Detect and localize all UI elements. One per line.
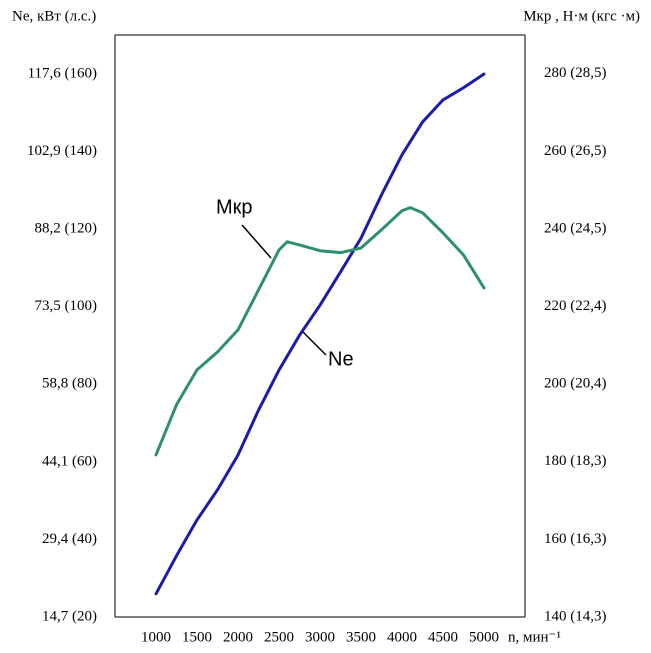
- y-tick-label: 44,1 (60): [42, 453, 97, 469]
- y-tick-label: 102,9 (140): [27, 143, 97, 159]
- y2-tick-label: 260 (26,5): [544, 143, 607, 159]
- x-tick-label: 1500: [182, 629, 212, 645]
- annotation: Ne: [328, 348, 354, 370]
- y-tick-label: 29,4 (40): [42, 531, 97, 547]
- x-tick-label: 5000: [469, 629, 499, 645]
- x-tick-label: 1000: [141, 629, 171, 645]
- y2-tick-label: 180 (18,3): [544, 453, 607, 469]
- x-tick-label: 2000: [223, 629, 253, 645]
- y2-tick-label: 240 (24,5): [544, 220, 607, 236]
- x-tick-label: 3500: [346, 629, 376, 645]
- x-tick-label: 4500: [428, 629, 458, 645]
- x-axis-title: n, мин⁻¹: [508, 629, 561, 645]
- annotation: Мкр: [216, 196, 253, 218]
- y2-tick-label: 200 (20,4): [544, 376, 607, 392]
- y-tick-label: 117,6 (160): [28, 65, 97, 81]
- annotation-leader: [241, 224, 272, 259]
- x-tick-label: 2500: [264, 629, 294, 645]
- line-series: [154, 72, 486, 596]
- y-tick-label: 14,7 (20): [42, 608, 97, 624]
- y-axis-title: Ne, кВт (л.с.): [12, 8, 96, 24]
- x-tick-label: 4000: [387, 629, 417, 645]
- y2-tick-label: 220 (22,4): [544, 298, 607, 314]
- line-series: [154, 206, 486, 457]
- y-tick-label: 88,2 (120): [35, 221, 98, 237]
- y-tick-label: 58,8 (80): [42, 376, 97, 392]
- y2-tick-label: 160 (16,3): [544, 531, 607, 547]
- y2-tick-label: 280 (28,5): [544, 65, 607, 81]
- y-tick-label: 73,5 (100): [35, 298, 98, 314]
- y2-axis-title: Мкр , Н·м (кгс ·м): [523, 8, 640, 24]
- annotation-leader: [301, 330, 327, 356]
- y2-tick-label: 140 (14,3): [544, 608, 607, 624]
- x-tick-label: 3000: [305, 629, 335, 645]
- plot-frame: [114, 34, 526, 618]
